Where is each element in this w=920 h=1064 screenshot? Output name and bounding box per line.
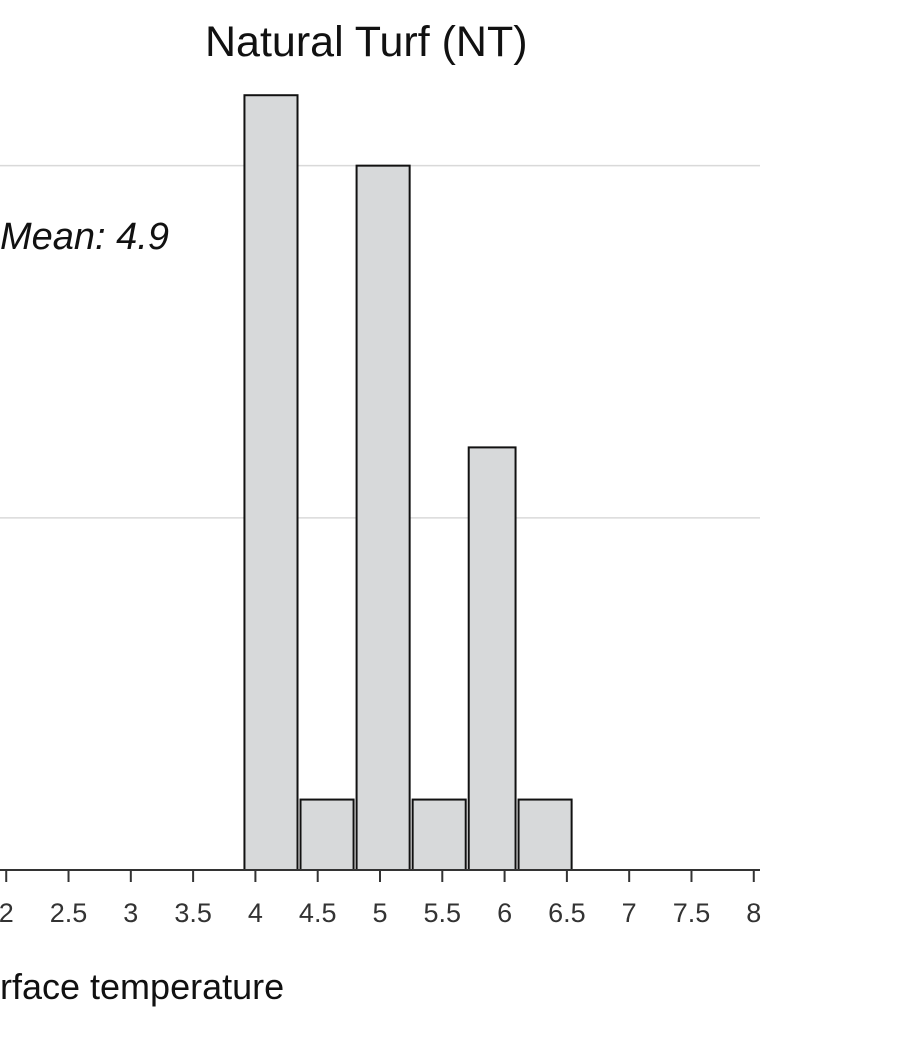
x-axis: 2 2.5 3 3.5 4 4.5 5 5.5 6 6.5 7 7.5 8: [0, 869, 761, 928]
x-tick-label: 2: [0, 898, 14, 928]
x-tick-label: 2.5: [50, 898, 88, 928]
x-tick-label: 7.5: [673, 898, 711, 928]
x-tick-label: 8: [746, 898, 761, 928]
histogram-bar: [467, 446, 517, 871]
x-tick-label: 7: [622, 898, 637, 928]
x-axis-label: rface temperature: [0, 966, 285, 1007]
histogram-bar: [355, 164, 411, 872]
histogram-bar: [243, 94, 299, 871]
chart-title: Natural Turf (NT): [205, 18, 528, 66]
bar-layer: [243, 94, 573, 872]
x-tick-label: 4: [248, 898, 263, 928]
x-tick-label: 3: [123, 898, 138, 928]
histogram-bar: [299, 798, 355, 872]
histogram-bar: [517, 798, 573, 872]
x-tick-label: 3.5: [174, 898, 212, 928]
x-tick-label: 4.5: [299, 898, 337, 928]
x-tick-label: 6.5: [548, 898, 586, 928]
histogram-bar: [411, 798, 467, 872]
mean-annotation: Mean: 4.9: [0, 216, 169, 258]
x-tick-label: 6: [497, 898, 512, 928]
x-tick-label: 5.5: [424, 898, 462, 928]
x-tick-label: 5: [372, 898, 387, 928]
